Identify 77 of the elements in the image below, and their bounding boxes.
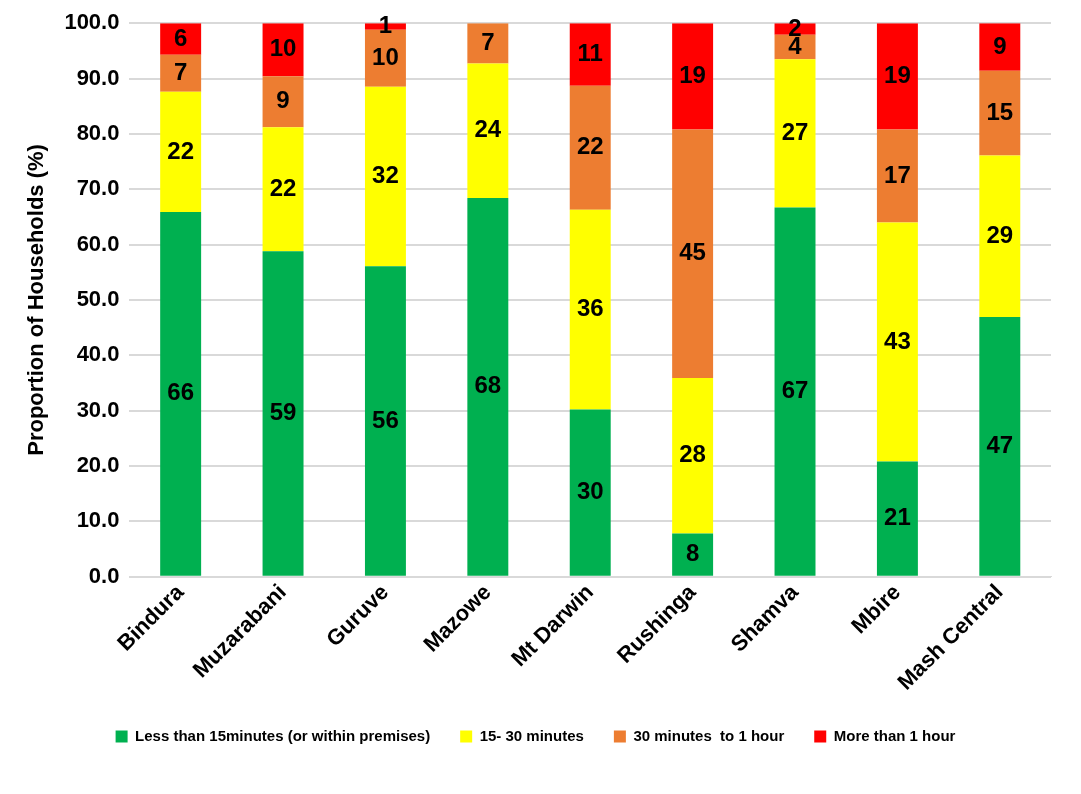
y-tick-label: 40.0: [76, 341, 120, 367]
data-label: 21: [884, 503, 911, 531]
bar: [467, 23, 509, 64]
legend-label: Less than 15minutes (or within premises): [135, 726, 431, 744]
bar: [979, 155, 1021, 318]
bar: [979, 23, 1021, 71]
y-tick-label: 100.0: [64, 9, 120, 35]
data-label: 28: [679, 440, 706, 468]
bar: [569, 23, 611, 86]
bar: [876, 222, 918, 462]
y-tick-label: 60.0: [76, 230, 120, 256]
data-label: 24: [474, 115, 502, 143]
data-label: 8: [685, 539, 700, 567]
bar: [774, 207, 816, 576]
data-label: 27: [781, 117, 809, 145]
bar: [160, 211, 202, 576]
bar: [979, 317, 1021, 576]
data-label: 17: [884, 160, 911, 188]
data-label: 47: [986, 430, 1014, 458]
bar: [262, 251, 304, 576]
bar: [467, 198, 509, 576]
legend-label: 15- 30 minutes: [479, 726, 584, 744]
bar: [672, 23, 714, 130]
data-label: 11: [577, 39, 603, 67]
bar: [876, 461, 918, 576]
data-label: 30: [576, 477, 604, 505]
bar: [672, 377, 714, 534]
data-label: 66: [167, 378, 194, 406]
data-label: 22: [167, 136, 194, 164]
bar: [160, 54, 202, 92]
y-tick-label: 30.0: [76, 396, 120, 422]
bar: [262, 127, 304, 252]
bar: [569, 409, 611, 576]
data-label: 10: [269, 34, 297, 62]
data-label: 67: [781, 376, 809, 404]
data-label: 19: [679, 60, 706, 88]
data-label: 29: [986, 220, 1014, 248]
y-axis-title: Proportion of Households (%): [23, 144, 49, 456]
bar: [569, 209, 611, 410]
data-label: 7: [173, 57, 188, 85]
y-tick-label: 90.0: [76, 64, 120, 90]
legend-label: 30 minutes to 1 hour: [633, 726, 785, 744]
bar: [364, 86, 406, 267]
data-label: 19: [884, 60, 911, 88]
y-tick-label: 80.0: [76, 119, 120, 145]
y-tick-label: 20.0: [76, 452, 120, 478]
bar: [160, 91, 202, 212]
y-tick-label: 70.0: [76, 175, 120, 201]
bar: [876, 23, 918, 130]
bar: [569, 85, 611, 210]
bar: [979, 70, 1021, 156]
data-label: 15: [986, 97, 1014, 125]
data-label: 22: [269, 173, 297, 201]
data-label: 7: [481, 28, 495, 56]
bar: [672, 129, 714, 378]
data-label: 32: [372, 161, 399, 189]
data-label: 9: [276, 86, 290, 114]
y-tick-label: 50.0: [76, 285, 120, 311]
data-label: 59: [269, 398, 297, 426]
data-label: 10: [372, 42, 399, 70]
bar: [672, 533, 714, 576]
data-label: 9: [993, 31, 1007, 59]
data-label: 45: [679, 238, 706, 266]
data-label: 36: [576, 294, 604, 322]
data-label: 68: [474, 371, 502, 399]
bar: [364, 266, 406, 576]
y-tick-label: 0.0: [88, 562, 120, 588]
data-label: 22: [576, 132, 604, 160]
bar: [876, 129, 918, 223]
legend-label: More than 1 hour: [833, 726, 956, 744]
data-label: 56: [372, 405, 399, 433]
data-label: 6: [173, 23, 188, 51]
bar: [262, 76, 304, 128]
bar: [774, 59, 816, 208]
bar: [467, 63, 509, 199]
data-label: 43: [884, 326, 911, 354]
y-tick-label: 10.0: [76, 507, 120, 533]
